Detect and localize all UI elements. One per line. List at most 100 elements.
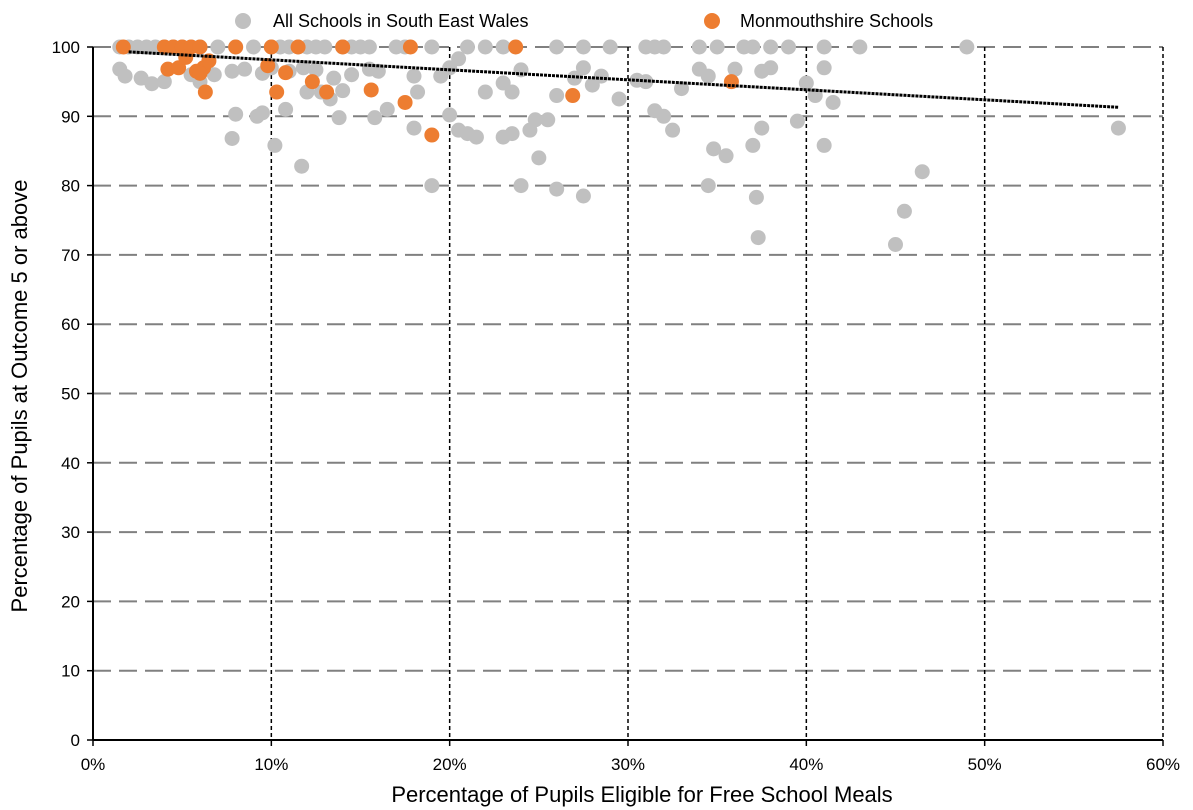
x-tick-label: 50% [968, 755, 1002, 774]
data-point [228, 39, 244, 55]
data-point [825, 94, 841, 110]
data-point [326, 70, 342, 86]
data-point [335, 39, 351, 55]
data-point [781, 39, 796, 55]
data-point [402, 39, 418, 55]
data-point [210, 39, 226, 55]
data-point [674, 81, 689, 97]
y-tick-label: 50 [61, 385, 80, 404]
data-point [593, 68, 609, 84]
data-point [1110, 120, 1126, 136]
data-point [260, 58, 276, 74]
data-point [709, 39, 725, 55]
y-tick-label: 90 [61, 107, 80, 126]
data-point [379, 101, 395, 117]
data-point [224, 130, 240, 146]
data-point [237, 61, 253, 77]
data-point [549, 39, 565, 55]
data-point [807, 88, 823, 104]
data-point [246, 39, 261, 55]
data-point [224, 63, 240, 79]
data-point [575, 39, 591, 55]
data-point [367, 110, 383, 126]
data-point [700, 178, 716, 194]
data-point [178, 49, 194, 65]
x-tick-label: 60% [1146, 755, 1180, 774]
data-point [442, 107, 458, 123]
data-point [602, 39, 618, 55]
data-point [888, 237, 903, 253]
data-point [144, 76, 160, 92]
data-point [745, 137, 761, 153]
data-point [914, 164, 930, 180]
data-point [278, 101, 294, 117]
y-tick-label: 100 [52, 38, 80, 57]
data-point [798, 75, 814, 91]
tick-labels: 0 10 20 30 40 50 60 70 80 90 100 0% 10% 20% 30% 40% 50% 6… [52, 38, 1180, 774]
data-point [290, 39, 306, 55]
data-point [424, 39, 440, 55]
data-point [304, 74, 320, 90]
data-point [451, 51, 467, 67]
data-point [504, 84, 520, 100]
x-tick-label: 30% [611, 755, 645, 774]
y-tick-label: 40 [61, 454, 80, 473]
data-point [531, 150, 547, 166]
data-point [816, 39, 832, 55]
y-tick-label: 70 [61, 246, 80, 265]
data-point [228, 106, 244, 122]
series-monmouthshire [115, 39, 739, 143]
data-point [115, 39, 131, 55]
data-point [896, 203, 912, 219]
data-point [748, 189, 764, 205]
data-point [745, 39, 761, 55]
data-point [192, 65, 208, 81]
data-point [575, 60, 591, 76]
data-point [331, 110, 347, 126]
data-point [267, 137, 283, 153]
data-point [406, 120, 422, 136]
data-point [410, 84, 426, 100]
data-point [763, 60, 779, 76]
legend: All Schools in South East Wales Monmouth… [235, 11, 933, 31]
data-point [852, 39, 868, 55]
data-point [700, 68, 716, 84]
data-point [335, 83, 351, 99]
data-point [656, 39, 672, 55]
data-point [477, 84, 493, 100]
legend-marker-monmouthshire [704, 13, 720, 29]
data-point [691, 39, 707, 55]
data-point [319, 84, 335, 100]
data-point [468, 129, 484, 145]
y-tick-label: 20 [61, 592, 80, 611]
trendline-group [128, 50, 1119, 109]
data-point [750, 230, 766, 246]
data-point [549, 181, 565, 197]
data-point [816, 60, 832, 76]
data-point [460, 39, 475, 55]
data-point [508, 39, 524, 55]
legend-label-all-schools: All Schools in South East Wales [273, 11, 528, 31]
data-point [718, 148, 734, 164]
x-tick-label: 0% [81, 755, 106, 774]
data-point [816, 137, 832, 153]
data-point [527, 112, 543, 128]
data-point [763, 39, 779, 55]
data-point [263, 39, 279, 55]
data-point [513, 178, 529, 194]
data-point [611, 91, 627, 107]
data-point [789, 113, 805, 129]
data-point [317, 39, 333, 55]
data-point [397, 94, 413, 110]
y-axis-title: Percentage of Pupils at Outcome 5 or abo… [7, 180, 32, 613]
data-point [565, 88, 581, 104]
data-point [504, 126, 520, 142]
data-point [406, 68, 422, 84]
data-point [197, 84, 213, 100]
data-point [308, 62, 324, 78]
y-tick-label: 80 [61, 177, 80, 196]
data-point [424, 178, 440, 194]
data-point [656, 108, 672, 124]
data-point [549, 88, 565, 104]
